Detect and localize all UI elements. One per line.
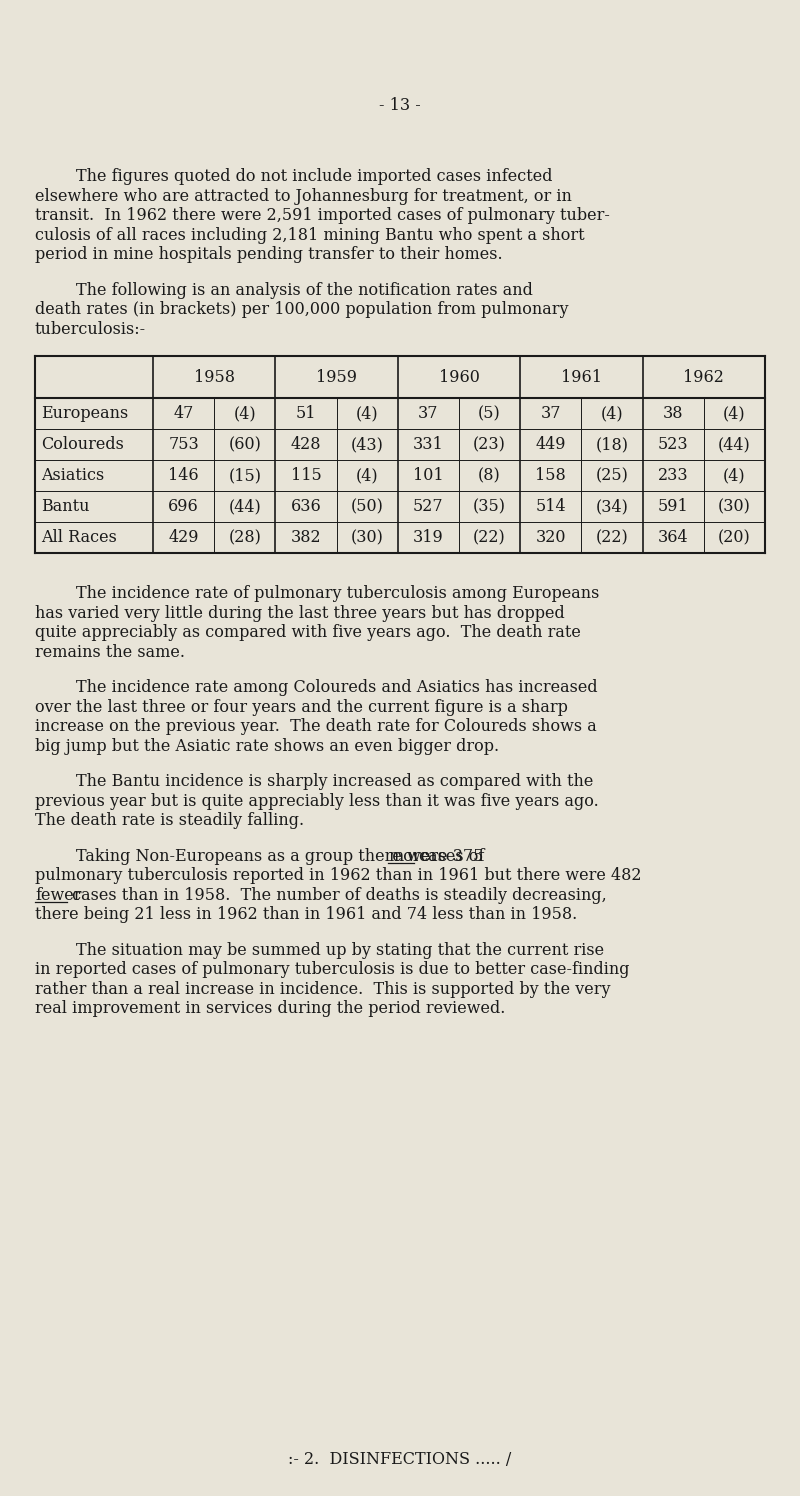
Text: (4): (4) [601, 405, 623, 422]
Text: remains the same.: remains the same. [35, 643, 185, 661]
Text: (44): (44) [718, 435, 750, 453]
Text: (5): (5) [478, 405, 501, 422]
Text: fewer: fewer [35, 887, 82, 904]
Text: 146: 146 [168, 467, 199, 485]
Text: elsewhere who are attracted to Johannesburg for treatment, or in: elsewhere who are attracted to Johannesb… [35, 187, 572, 205]
Text: period in mine hospitals pending transfer to their homes.: period in mine hospitals pending transfe… [35, 245, 502, 263]
Text: 38: 38 [663, 405, 683, 422]
Text: 527: 527 [413, 498, 444, 515]
Text: 37: 37 [418, 405, 438, 422]
Text: 319: 319 [413, 530, 444, 546]
Text: 331: 331 [413, 435, 444, 453]
Text: Coloureds: Coloureds [41, 435, 124, 453]
Text: (4): (4) [356, 405, 378, 422]
Text: 1961: 1961 [561, 368, 602, 386]
Text: (20): (20) [718, 530, 750, 546]
Text: 636: 636 [290, 498, 322, 515]
Text: (4): (4) [723, 405, 746, 422]
Text: 1959: 1959 [316, 368, 357, 386]
Text: pulmonary tuberculosis reported in 1962 than in 1961 but there were 482: pulmonary tuberculosis reported in 1962 … [35, 868, 642, 884]
Text: 364: 364 [658, 530, 689, 546]
Text: The situation may be summed up by stating that the current rise: The situation may be summed up by statin… [35, 941, 604, 959]
Text: The Bantu incidence is sharply increased as compared with the: The Bantu incidence is sharply increased… [35, 773, 594, 790]
Text: The incidence rate of pulmonary tuberculosis among Europeans: The incidence rate of pulmonary tubercul… [35, 585, 599, 601]
Text: big jump but the Asiatic rate shows an even bigger drop.: big jump but the Asiatic rate shows an e… [35, 738, 499, 754]
Text: (50): (50) [350, 498, 384, 515]
Text: 428: 428 [290, 435, 322, 453]
Text: previous year but is quite appreciably less than it was five years ago.: previous year but is quite appreciably l… [35, 793, 598, 809]
Text: (28): (28) [228, 530, 262, 546]
Text: 696: 696 [168, 498, 199, 515]
Text: (35): (35) [473, 498, 506, 515]
Text: cases of: cases of [414, 848, 484, 865]
Text: 47: 47 [174, 405, 194, 422]
Text: The incidence rate among Coloureds and Asiatics has increased: The incidence rate among Coloureds and A… [35, 679, 598, 696]
Text: The figures quoted do not include imported cases infected: The figures quoted do not include import… [35, 168, 553, 186]
Text: more: more [388, 848, 430, 865]
Text: (30): (30) [718, 498, 751, 515]
Text: tuberculosis:-: tuberculosis:- [35, 320, 146, 338]
Text: 233: 233 [658, 467, 689, 485]
Text: (15): (15) [228, 467, 262, 485]
Text: All Races: All Races [41, 530, 117, 546]
Text: (4): (4) [723, 467, 746, 485]
Text: The following is an analysis of the notification rates and: The following is an analysis of the noti… [35, 281, 533, 299]
Text: rather than a real increase in incidence.  This is supported by the very: rather than a real increase in incidence… [35, 980, 610, 998]
Text: 523: 523 [658, 435, 689, 453]
Text: 320: 320 [535, 530, 566, 546]
Text: cases than in 1958.  The number of deaths is steadily decreasing,: cases than in 1958. The number of deaths… [67, 887, 607, 904]
Text: real improvement in services during the period reviewed.: real improvement in services during the … [35, 999, 506, 1017]
Text: has varied very little during the last three years but has dropped: has varied very little during the last t… [35, 604, 565, 621]
Text: (22): (22) [474, 530, 506, 546]
Text: The death rate is steadily falling.: The death rate is steadily falling. [35, 812, 304, 829]
Text: 101: 101 [413, 467, 444, 485]
Text: (25): (25) [595, 467, 629, 485]
Text: 1958: 1958 [194, 368, 234, 386]
Text: (18): (18) [595, 435, 629, 453]
Text: - 13 -: - 13 - [379, 97, 421, 114]
Text: (22): (22) [596, 530, 628, 546]
Text: 429: 429 [168, 530, 199, 546]
Text: 591: 591 [658, 498, 689, 515]
Text: (4): (4) [356, 467, 378, 485]
Text: (8): (8) [478, 467, 501, 485]
Text: 158: 158 [535, 467, 566, 485]
Text: Asiatics: Asiatics [41, 467, 104, 485]
Text: (43): (43) [350, 435, 384, 453]
Text: (4): (4) [234, 405, 256, 422]
Text: 1962: 1962 [683, 368, 724, 386]
Text: 514: 514 [535, 498, 566, 515]
Text: :- 2.  DISINFECTIONS ..... /: :- 2. DISINFECTIONS ..... / [288, 1451, 512, 1469]
Text: (34): (34) [595, 498, 629, 515]
Text: there being 21 less in 1962 than in 1961 and 74 less than in 1958.: there being 21 less in 1962 than in 1961… [35, 907, 578, 923]
Text: 382: 382 [290, 530, 322, 546]
Text: over the last three or four years and the current figure is a sharp: over the last three or four years and th… [35, 699, 568, 715]
Text: Bantu: Bantu [41, 498, 90, 515]
Text: (23): (23) [473, 435, 506, 453]
Text: (60): (60) [228, 435, 262, 453]
Text: 753: 753 [168, 435, 199, 453]
Text: 115: 115 [290, 467, 322, 485]
Text: 51: 51 [296, 405, 316, 422]
Text: transit.  In 1962 there were 2,591 imported cases of pulmonary tuber-: transit. In 1962 there were 2,591 import… [35, 206, 610, 224]
Text: Europeans: Europeans [41, 405, 128, 422]
Text: 37: 37 [541, 405, 561, 422]
Text: quite appreciably as compared with five years ago.  The death rate: quite appreciably as compared with five … [35, 624, 581, 640]
Text: (30): (30) [350, 530, 384, 546]
Text: death rates (in brackets) per 100,000 population from pulmonary: death rates (in brackets) per 100,000 po… [35, 301, 569, 319]
Text: culosis of all races including 2,181 mining Bantu who spent a short: culosis of all races including 2,181 min… [35, 226, 585, 244]
Text: (44): (44) [229, 498, 261, 515]
Text: 449: 449 [535, 435, 566, 453]
Text: in reported cases of pulmonary tuberculosis is due to better case-finding: in reported cases of pulmonary tuberculo… [35, 960, 630, 978]
Text: 1960: 1960 [438, 368, 479, 386]
Text: Taking Non-Europeans as a group there were 375: Taking Non-Europeans as a group there we… [35, 848, 489, 865]
Text: increase on the previous year.  The death rate for Coloureds shows a: increase on the previous year. The death… [35, 718, 597, 735]
